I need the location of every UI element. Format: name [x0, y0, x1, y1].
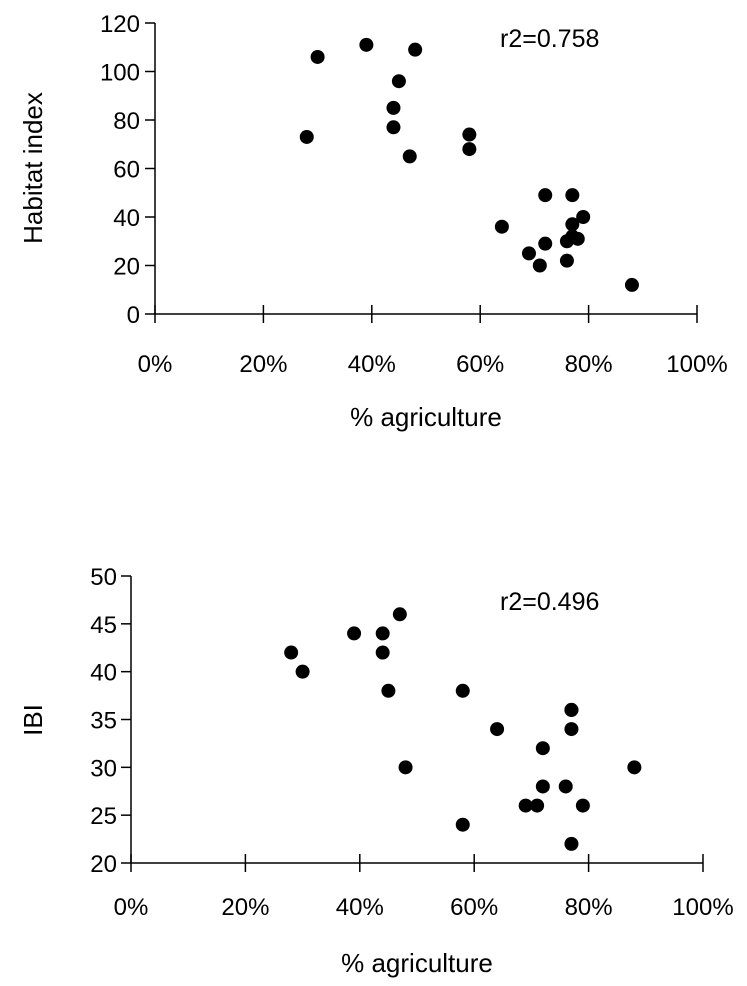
data-point	[530, 798, 545, 813]
data-point	[490, 722, 505, 737]
y-tick-label: 0	[127, 302, 140, 329]
data-point	[521, 246, 536, 261]
data-point	[535, 779, 550, 794]
y-tick-label: 120	[100, 11, 140, 38]
y-tick-label: 20	[90, 851, 117, 878]
ibi-chart: 20 25 30 35 40 45 50 0% 20% 40% 60% 80% 100% % agri…	[18, 564, 734, 978]
data-point	[462, 142, 477, 157]
data-point	[462, 127, 477, 142]
habitat-index-chart: 0 20 40 60 80 100 120 0% 20% 40% 60% 80% 100% % agr…	[18, 11, 728, 432]
data-point	[564, 722, 579, 737]
x-tick-label: 20%	[221, 894, 269, 921]
data-point	[494, 219, 509, 234]
x-axis-title: % agriculture	[350, 402, 502, 432]
data-point	[532, 258, 547, 273]
data-point	[408, 42, 423, 57]
data-point	[392, 607, 407, 622]
r2-annotation: r2=0.496	[500, 588, 599, 616]
data-point	[575, 798, 590, 813]
x-tick-label: 100%	[666, 351, 727, 378]
data-point	[558, 779, 573, 794]
x-ticks: 0% 20% 40% 60% 80% 100%	[114, 854, 734, 921]
data-points	[299, 37, 639, 292]
data-points	[284, 607, 642, 851]
x-axis-title: % agriculture	[341, 948, 493, 978]
y-axis-title: Habitat index	[18, 92, 48, 244]
y-tick-label: 60	[113, 157, 140, 184]
r2-annotation: r2=0.758	[500, 25, 599, 53]
data-point	[299, 129, 314, 144]
data-point	[347, 626, 362, 641]
x-tick-label: 80%	[565, 351, 613, 378]
y-tick-label: 20	[113, 254, 140, 281]
x-tick-label: 0%	[138, 351, 173, 378]
x-tick-label: 40%	[348, 351, 396, 378]
data-point	[455, 817, 470, 832]
data-point	[538, 188, 553, 203]
y-tick-label: 25	[90, 803, 117, 830]
data-point	[381, 683, 396, 698]
y-ticks: 0 20 40 60 80 100 120	[100, 11, 155, 329]
data-point	[624, 277, 639, 292]
x-tick-label: 100%	[672, 894, 733, 921]
data-point	[570, 231, 585, 246]
data-point	[518, 798, 533, 813]
data-point	[559, 253, 574, 268]
data-point	[402, 149, 417, 164]
y-tick-label: 35	[90, 708, 117, 735]
data-point	[576, 210, 591, 224]
data-point	[538, 236, 553, 251]
data-point	[386, 100, 401, 115]
x-tick-label: 60%	[456, 351, 504, 378]
y-tick-label: 40	[90, 660, 117, 687]
y-tick-label: 80	[113, 108, 140, 135]
data-point	[565, 217, 580, 232]
y-ticks: 20 25 30 35 40 45 50	[90, 564, 131, 878]
data-point	[627, 760, 642, 775]
y-tick-label: 40	[113, 205, 140, 232]
y-axis-title: IBI	[18, 704, 48, 736]
x-tick-label: 20%	[239, 351, 287, 378]
data-point	[535, 741, 550, 756]
x-tick-label: 80%	[565, 894, 613, 921]
data-point	[284, 645, 299, 660]
x-tick-label: 60%	[450, 894, 498, 921]
y-tick-label: 45	[90, 612, 117, 639]
data-point	[359, 37, 374, 52]
y-tick-label: 50	[90, 564, 117, 591]
data-point	[375, 645, 390, 660]
data-point	[310, 49, 325, 64]
y-tick-label: 100	[100, 60, 140, 87]
data-point	[386, 120, 401, 135]
data-point	[391, 74, 406, 89]
data-point	[564, 836, 579, 851]
data-point	[398, 760, 413, 775]
x-tick-label: 0%	[114, 894, 149, 921]
x-ticks: 0% 20% 40% 60% 80% 100%	[138, 305, 728, 378]
data-point	[375, 626, 390, 641]
data-point	[295, 664, 310, 679]
data-point	[564, 702, 579, 717]
data-point	[455, 683, 470, 698]
data-point	[565, 188, 580, 203]
y-tick-label: 30	[90, 755, 117, 782]
x-tick-label: 40%	[336, 894, 384, 921]
